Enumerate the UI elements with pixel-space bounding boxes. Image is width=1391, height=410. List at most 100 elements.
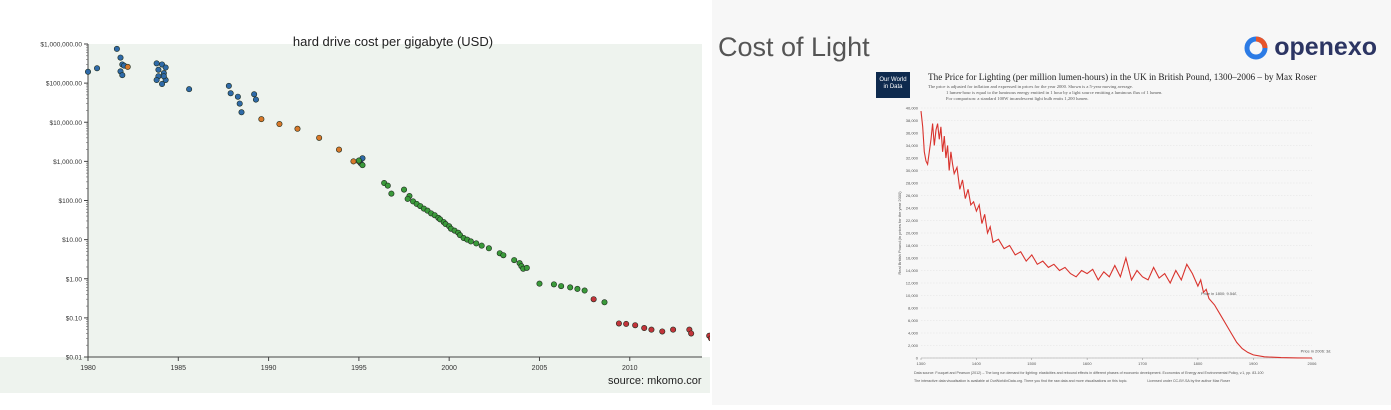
y-tick-label: $0.10 xyxy=(66,315,83,322)
data-point-green xyxy=(567,284,574,291)
data-point-blue xyxy=(85,68,92,75)
data-point-red xyxy=(615,320,622,327)
data-point-red xyxy=(688,330,695,337)
data-point-blue xyxy=(94,65,101,72)
data-point-red xyxy=(623,320,630,327)
data-point-orange xyxy=(336,146,343,153)
data-point-green xyxy=(485,245,492,252)
x-tick-label: 1700 xyxy=(1138,361,1148,366)
y-tick-label: 20,000 xyxy=(906,230,919,235)
data-point-blue xyxy=(155,66,162,73)
owid-logo-line-2: in Data xyxy=(883,84,903,90)
data-point-blue xyxy=(227,90,234,97)
data-point-green xyxy=(581,287,588,294)
brand-name: openexo xyxy=(1274,33,1377,61)
data-point-orange xyxy=(316,134,323,141)
y-tick-label: 16,000 xyxy=(906,255,919,260)
y-tick-label: $100.00 xyxy=(59,198,83,205)
brand-logo: openexo xyxy=(1244,33,1377,62)
plot-background-bottom-strip xyxy=(0,357,710,393)
data-point-green xyxy=(523,264,530,271)
y-tick-label: 24,000 xyxy=(906,205,919,210)
plot-background xyxy=(88,44,702,357)
data-point-blue xyxy=(160,73,167,80)
y-tick-label: 14,000 xyxy=(906,268,919,273)
data-point-green xyxy=(500,252,507,259)
data-point-red xyxy=(641,325,648,332)
data-point-orange xyxy=(294,125,301,132)
annotation-label: Price in 1800: 9.54£ xyxy=(1201,291,1237,296)
x-tick-label: 1500 xyxy=(1027,361,1037,366)
y-tick-label: 28,000 xyxy=(906,180,919,185)
lighting-chart-subtitle-2: 1 lumen-hour is equal to the luminous en… xyxy=(946,90,1163,95)
x-tick-label: 2000 xyxy=(441,365,457,372)
data-point-orange xyxy=(350,158,357,165)
y-tick-label: 38,000 xyxy=(906,118,919,123)
data-point-green xyxy=(404,195,411,202)
x-tick-label: 2010 xyxy=(622,365,638,372)
y-tick-label: 2,000 xyxy=(908,343,919,348)
y-tick-label: 40,000 xyxy=(906,105,919,110)
x-tick-label: 1600 xyxy=(1083,361,1093,366)
annotation-label: Price in 2006: 3£ xyxy=(1301,348,1332,353)
y-tick-label: $0.01 xyxy=(66,355,83,362)
owid-logo: Our World in Data xyxy=(876,72,910,98)
data-point-blue xyxy=(117,54,124,61)
data-point-blue xyxy=(251,91,258,98)
slide-title: Cost of Light xyxy=(718,32,870,62)
data-point-red xyxy=(659,328,666,335)
x-tick-label: 1995 xyxy=(351,365,367,372)
hard-drive-cost-chart: $1,000,000.00 $100,000.00 $10,000.00 $1,000… xyxy=(0,34,726,393)
data-point-red xyxy=(670,326,677,333)
y-tick-label: 22,000 xyxy=(906,218,919,223)
data-point-blue xyxy=(225,82,232,89)
data-point-blue xyxy=(186,86,193,93)
x-tick-label: 1900 xyxy=(1249,361,1259,366)
x-tick-label: 1300 xyxy=(917,361,927,366)
y-tick-label: 10,000 xyxy=(906,293,919,298)
lighting-chart-subtitle-3: For comparison: a standard 100W incandes… xyxy=(946,96,1089,101)
chart-axes: $1,000,000.00 $100,000.00 $10,000.00 $1,000… xyxy=(40,42,726,373)
y-tick-label: 18,000 xyxy=(906,243,919,248)
data-point-blue xyxy=(159,80,166,87)
y-tick-label: 12,000 xyxy=(906,280,919,285)
chart-annotations: Price in 1800: 9.54£ Price in 2006: 3£ xyxy=(1201,291,1331,354)
x-tick-label: 1980 xyxy=(80,365,96,372)
data-point-blue xyxy=(119,72,126,79)
data-point-green xyxy=(473,240,480,247)
data-point-orange xyxy=(276,121,283,128)
lighting-price-chart: 0 2,000 4,000 6,000 8,000 10,000 12,000 14,000 1… xyxy=(897,105,1331,383)
data-point-blue xyxy=(153,60,160,67)
footer-source: Data source: Fouquet and Pearson (2012) … xyxy=(914,371,1263,375)
chart-title: hard drive cost per gigabyte (USD) xyxy=(293,34,493,49)
y-tick-label: $10.00 xyxy=(62,237,82,244)
y-tick-label: 8,000 xyxy=(908,305,919,310)
y-axis-title: Real British Pound (in prices for the ye… xyxy=(897,191,902,275)
data-point-orange xyxy=(258,116,265,123)
y-tick-label: 0 xyxy=(916,355,919,360)
lighting-price-line xyxy=(920,111,1313,359)
chart-gridlines xyxy=(921,107,1312,359)
hard-drive-cost-chart-panel: $1,000,000.00 $100,000.00 $10,000.00 $1,000… xyxy=(0,34,726,393)
cost-of-light-slide: Cost of Light openexo Our World in Data … xyxy=(712,0,1391,405)
y-tick-label: $1.00 xyxy=(66,276,83,283)
y-tick-label: $10,000.00 xyxy=(49,120,82,127)
data-point-green xyxy=(388,190,395,197)
x-tick-label: 1985 xyxy=(171,365,187,372)
data-point-green xyxy=(355,157,362,164)
lighting-chart-subtitle-1: The price is adjusted for inflation and … xyxy=(928,84,1133,89)
x-tick-label: 1400 xyxy=(972,361,982,366)
data-point-red xyxy=(648,326,655,333)
data-point-green xyxy=(574,285,581,292)
footer-license: The interactive data visualisation is av… xyxy=(914,379,1231,383)
openexo-logo-icon xyxy=(1244,36,1268,59)
x-tick-label: 2006 xyxy=(1308,361,1318,366)
source-label: source: mkomo.cor xyxy=(608,375,702,387)
data-point-orange xyxy=(124,63,131,70)
data-point-red xyxy=(590,296,597,303)
chart-points xyxy=(85,45,715,342)
data-point-blue xyxy=(236,100,243,107)
data-point-green xyxy=(384,182,391,189)
y-tick-label: 26,000 xyxy=(906,193,919,198)
chart-axes: 0 2,000 4,000 6,000 8,000 10,000 12,000 14,000 1… xyxy=(906,105,1317,366)
